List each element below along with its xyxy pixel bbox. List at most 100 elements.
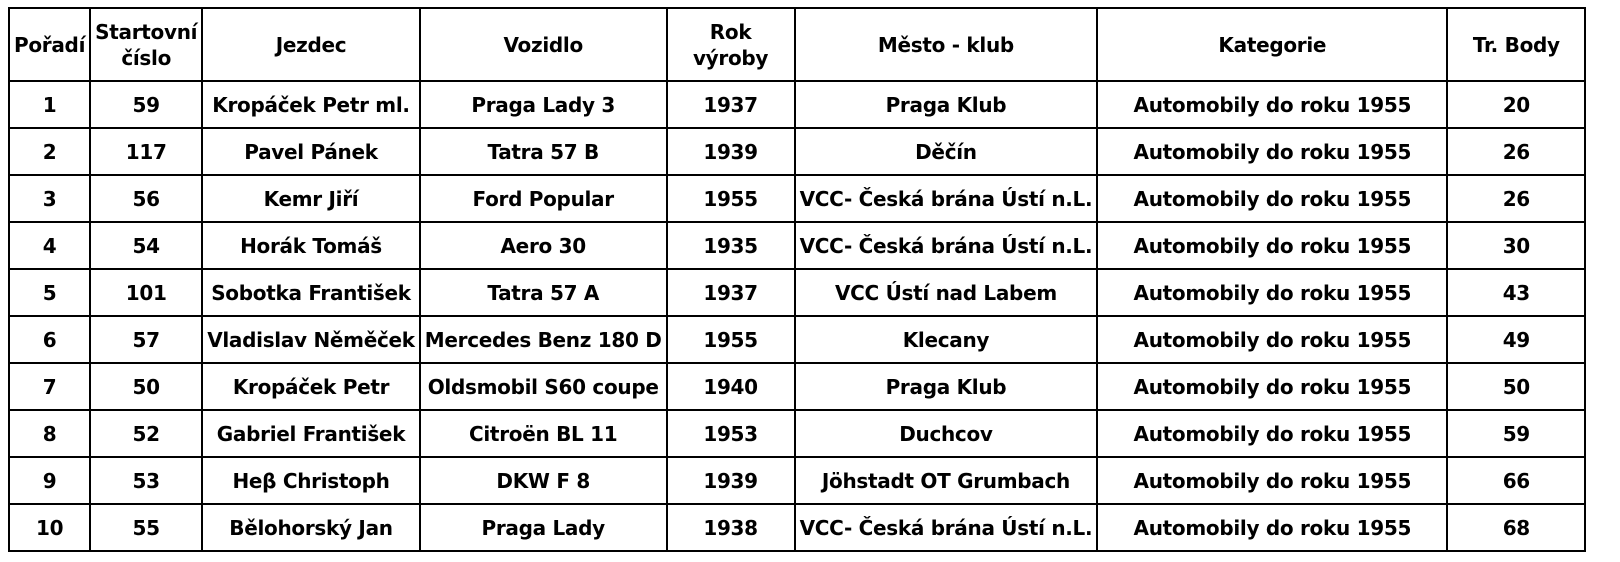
cell-category: Automobily do roku 1955 (1096, 221, 1449, 270)
cell-club: VCC- Česká brána Ústí n.L. (793, 503, 1099, 552)
table-row: 10 55 Bělohorský Jan Praga Lady 1938 VCC… (7, 503, 1587, 552)
cell-driver: Gabriel František (201, 409, 421, 458)
cell-year: 1953 (665, 409, 796, 458)
cell-points: 26 (1446, 174, 1587, 223)
cell-start-number: 50 (89, 362, 204, 411)
table-header: Pořadí Startovní číslo Jezdec Vozidlo Ro… (7, 7, 1587, 82)
header-year: Rok výroby (665, 7, 796, 82)
cell-start-number: 59 (89, 80, 204, 129)
cell-category: Automobily do roku 1955 (1096, 409, 1449, 458)
cell-driver: Sobotka František (201, 268, 421, 317)
cell-year: 1935 (665, 221, 796, 270)
cell-rank: 10 (7, 503, 92, 552)
cell-rank: 3 (7, 174, 92, 223)
cell-rank: 8 (7, 409, 92, 458)
cell-start-number: 53 (89, 456, 204, 505)
cell-driver: Kemr Jiří (201, 174, 421, 223)
cell-category: Automobily do roku 1955 (1096, 456, 1449, 505)
header-category: Kategorie (1096, 7, 1449, 82)
cell-club: Klecany (793, 315, 1099, 364)
cell-start-number: 52 (89, 409, 204, 458)
header-club: Město - klub (793, 7, 1099, 82)
cell-driver: Horák Tomáš (201, 221, 421, 270)
cell-category: Automobily do roku 1955 (1096, 80, 1449, 129)
table-row: 3 56 Kemr Jiří Ford Popular 1955 VCC- Če… (7, 174, 1587, 223)
header-row: Pořadí Startovní číslo Jezdec Vozidlo Ro… (7, 7, 1587, 82)
table-row: 2 117 Pavel Pánek Tatra 57 B 1939 Děčín … (7, 127, 1587, 176)
cell-start-number: 55 (89, 503, 204, 552)
cell-vehicle: Aero 30 (418, 221, 668, 270)
cell-points: 59 (1446, 409, 1587, 458)
cell-driver: Pavel Pánek (201, 127, 421, 176)
cell-points: 43 (1446, 268, 1587, 317)
cell-club: VCC- Česká brána Ústí n.L. (793, 174, 1099, 223)
cell-vehicle: Tatra 57 A (418, 268, 668, 317)
cell-club: Duchcov (793, 409, 1099, 458)
cell-vehicle: Oldsmobil S60 coupe (418, 362, 668, 411)
cell-year: 1937 (665, 80, 796, 129)
header-start-number-line2: číslo (121, 45, 172, 70)
header-rank: Pořadí (7, 7, 92, 82)
cell-year: 1938 (665, 503, 796, 552)
cell-vehicle: Tatra 57 B (418, 127, 668, 176)
cell-points: 30 (1446, 221, 1587, 270)
cell-points: 68 (1446, 503, 1587, 552)
cell-driver: Kropáček Petr ml. (201, 80, 421, 129)
cell-year: 1955 (665, 315, 796, 364)
table-row: 5 101 Sobotka František Tatra 57 A 1937 … (7, 268, 1587, 317)
cell-club: Praga Klub (793, 80, 1099, 129)
cell-year: 1955 (665, 174, 796, 223)
cell-points: 49 (1446, 315, 1587, 364)
table-row: 9 53 Heβ Christoph DKW F 8 1939 Jöhstadt… (7, 456, 1587, 505)
cell-club: VCC- Česká brána Ústí n.L. (793, 221, 1099, 270)
header-start-number-line1: Startovní (95, 19, 198, 44)
cell-year: 1939 (665, 456, 796, 505)
cell-vehicle: Mercedes Benz 180 D (418, 315, 668, 364)
cell-rank: 6 (7, 315, 92, 364)
cell-category: Automobily do roku 1955 (1096, 127, 1449, 176)
header-start-number: Startovní číslo (89, 7, 204, 82)
cell-vehicle: Citroën BL 11 (418, 409, 668, 458)
table-row: 1 59 Kropáček Petr ml. Praga Lady 3 1937… (7, 80, 1587, 129)
table-row: 4 54 Horák Tomáš Aero 30 1935 VCC- Česká… (7, 221, 1587, 270)
cell-points: 50 (1446, 362, 1587, 411)
cell-driver: Bělohorský Jan (201, 503, 421, 552)
cell-category: Automobily do roku 1955 (1096, 174, 1449, 223)
cell-driver: Vladislav Něměček (201, 315, 421, 364)
cell-rank: 4 (7, 221, 92, 270)
cell-start-number: 56 (89, 174, 204, 223)
cell-start-number: 117 (89, 127, 204, 176)
cell-start-number: 101 (89, 268, 204, 317)
cell-club: Praga Klub (793, 362, 1099, 411)
table-body: 1 59 Kropáček Petr ml. Praga Lady 3 1937… (7, 80, 1587, 552)
table-row: 7 50 Kropáček Petr Oldsmobil S60 coupe 1… (7, 362, 1587, 411)
cell-driver: Kropáček Petr (201, 362, 421, 411)
cell-vehicle: Ford Popular (418, 174, 668, 223)
cell-category: Automobily do roku 1955 (1096, 268, 1449, 317)
results-table: Pořadí Startovní číslo Jezdec Vozidlo Ro… (7, 7, 1587, 552)
cell-category: Automobily do roku 1955 (1096, 362, 1449, 411)
table-row: 8 52 Gabriel František Citroën BL 11 195… (7, 409, 1587, 458)
cell-points: 26 (1446, 127, 1587, 176)
cell-start-number: 54 (89, 221, 204, 270)
cell-rank: 5 (7, 268, 92, 317)
header-vehicle: Vozidlo (418, 7, 668, 82)
cell-vehicle: Praga Lady (418, 503, 668, 552)
header-points: Tr. Body (1446, 7, 1587, 82)
cell-club: Jöhstadt OT Grumbach (793, 456, 1099, 505)
cell-year: 1940 (665, 362, 796, 411)
cell-driver: Heβ Christoph (201, 456, 421, 505)
cell-rank: 2 (7, 127, 92, 176)
cell-points: 20 (1446, 80, 1587, 129)
cell-rank: 9 (7, 456, 92, 505)
cell-vehicle: Praga Lady 3 (418, 80, 668, 129)
cell-category: Automobily do roku 1955 (1096, 503, 1449, 552)
cell-points: 66 (1446, 456, 1587, 505)
cell-year: 1939 (665, 127, 796, 176)
cell-start-number: 57 (89, 315, 204, 364)
table-row: 6 57 Vladislav Něměček Mercedes Benz 180… (7, 315, 1587, 364)
header-driver: Jezdec (201, 7, 421, 82)
cell-category: Automobily do roku 1955 (1096, 315, 1449, 364)
cell-vehicle: DKW F 8 (418, 456, 668, 505)
